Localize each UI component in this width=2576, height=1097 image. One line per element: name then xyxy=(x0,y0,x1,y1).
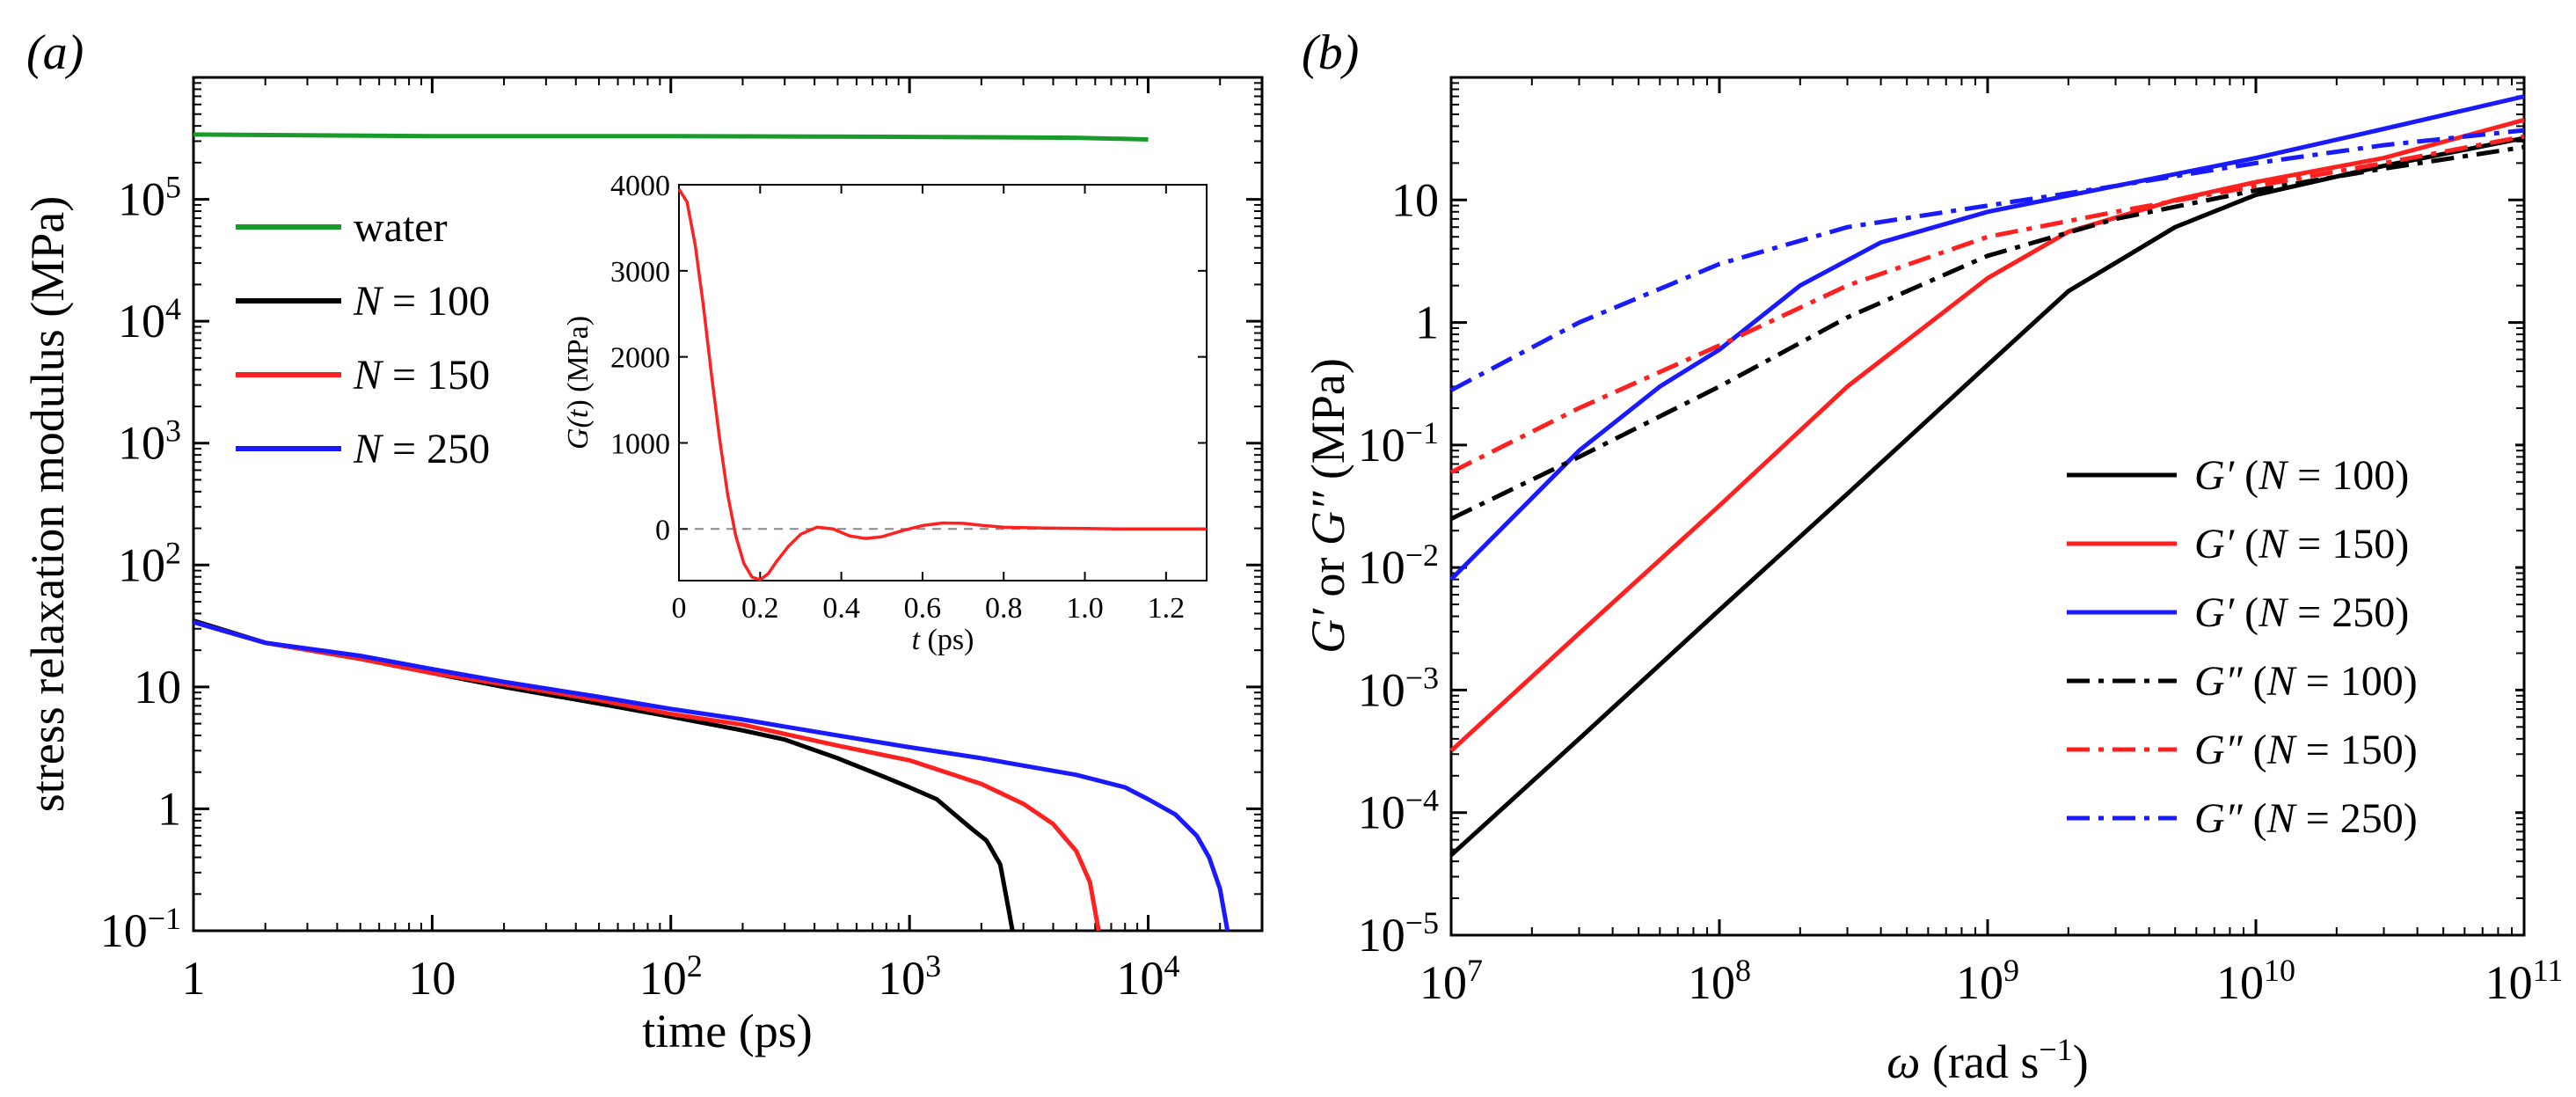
legend-label: N = 250 xyxy=(353,426,490,472)
series-line-g-n-100- xyxy=(1449,144,2525,521)
panel-a-x-tick-label: 104 xyxy=(1117,948,1180,1005)
panel-a-y-tick-label: 10−1 xyxy=(100,901,181,957)
inset-x-tick-label: 0.4 xyxy=(822,592,860,625)
panel-b-x-tick-label: 107 xyxy=(1419,953,1483,1009)
panel-a-x-tick-label: 10 xyxy=(408,952,456,1005)
legend-label: G′ (N = 150) xyxy=(2194,521,2409,567)
panel-a-y-tick-label: 102 xyxy=(118,535,181,591)
panel-a-inset: 0 0.2 0.4 0.6 0.8 1.0 1.2 0 1000 2000 3000 4000 t … xyxy=(562,170,1208,656)
panel-b-y-tick-label: 1 xyxy=(1415,296,1439,349)
inset-x-tick-label: 0.6 xyxy=(904,592,942,625)
inset-y-tick-label: 4000 xyxy=(610,170,670,202)
series-line-water xyxy=(193,132,1149,142)
panel-b-y-axis-label: G′ or G″ (MPa) xyxy=(1302,358,1354,654)
series-line-g-n-100- xyxy=(1449,135,2525,857)
panel-b-y-tick-label: 10−3 xyxy=(1358,660,1439,716)
panel-b-y-tick-label: 10−5 xyxy=(1358,905,1439,962)
panel-b-x-ticks: 107 108 109 1010 1011 xyxy=(1419,77,2563,1009)
inset-y-tick-label: 3000 xyxy=(610,256,670,289)
series-line-n-250 xyxy=(193,619,1230,932)
panel-a-plot-frame xyxy=(192,76,1264,932)
panel-b-label: (b) xyxy=(1302,26,1359,80)
inset-series xyxy=(677,187,1207,581)
legend-label: G′ (N = 250) xyxy=(2194,589,2409,636)
inset-y-tick-label: 0 xyxy=(655,514,670,546)
panel-a-y-tick-label: 1 xyxy=(157,782,181,835)
panel-a-series xyxy=(193,132,1230,932)
inset-x-tick-label: 1.0 xyxy=(1066,592,1104,625)
panel-a-x-ticks: 1 10 102 103 104 xyxy=(182,77,1263,1005)
inset-x-ticks: 0 0.2 0.4 0.6 0.8 1.0 1.2 xyxy=(672,185,1186,625)
legend-label: N = 150 xyxy=(353,352,490,399)
legend-label: water xyxy=(354,204,448,251)
panel-a-y-tick-label: 10 xyxy=(134,661,181,713)
panel-b-x-tick-label: 1010 xyxy=(2216,953,2295,1009)
inset-y-tick-label: 2000 xyxy=(610,342,670,375)
legend-label: G″ (N = 100) xyxy=(2194,658,2418,705)
series-line-g-n-150- xyxy=(1449,134,2525,475)
panel-a-y-tick-label: 103 xyxy=(118,413,181,470)
inset-y-ticks: 0 1000 2000 3000 4000 xyxy=(610,170,1207,546)
panel-a-legend: water N = 100 N = 150 N = 250 xyxy=(236,204,490,472)
inset-x-tick-label: 0.2 xyxy=(741,592,779,625)
inset-series-line xyxy=(677,187,1207,581)
panel-b-x-tick-label: 108 xyxy=(1688,953,1751,1009)
panel-b-x-axis-label: ω (rad s−1) xyxy=(1886,1032,2088,1088)
panel-a-y-axis-label: stress relaxation modulus (MPa) xyxy=(21,196,74,812)
legend-label: G″ (N = 250) xyxy=(2194,795,2418,842)
panel-a-x-axis-label: time (ps) xyxy=(642,1005,812,1057)
series-line-g-n-150- xyxy=(1449,117,2525,753)
series-line-n-100 xyxy=(193,618,1015,932)
panel-b-y-tick-label: 10−2 xyxy=(1358,538,1439,594)
panel-a-y-ticks: 10−1 1 10 102 103 104 105 xyxy=(100,82,1262,957)
inset-x-tick-label: 0.8 xyxy=(985,592,1023,625)
panel-a-x-tick-label: 102 xyxy=(639,948,703,1005)
panel-a-label: (a) xyxy=(26,26,84,80)
series-line-g-n-250- xyxy=(1449,94,2525,581)
legend-label: N = 100 xyxy=(353,278,490,325)
inset-x-tick-label: 1.2 xyxy=(1148,592,1186,625)
series-line-g-n-250- xyxy=(1449,128,2525,392)
panel-b: (b) 107 108 109 1010 1011 10−510−410−310−210… xyxy=(1302,26,2563,1088)
panel-b-y-ticks: 10−5 10−4 10−3 10−2 10−1 1 10 xyxy=(1358,82,2524,962)
inset-x-axis-label: t (ps) xyxy=(912,624,974,656)
panel-b-x-tick-label: 1011 xyxy=(2485,953,2564,1009)
panel-b-series xyxy=(1449,94,2525,857)
panel-b-legend: G′ (N = 100) G′ (N = 150) G′ (N = 250) G″ (… xyxy=(2049,440,2515,853)
inset-y-axis-label: G(t) (MPa) xyxy=(562,316,595,450)
inset-y-tick-label: 1000 xyxy=(610,428,670,460)
legend-background xyxy=(2049,440,2515,853)
panel-b-y-tick-label: 10 xyxy=(1391,173,1439,226)
panel-b-y-tick-label: 10−4 xyxy=(1358,783,1439,839)
inset-plot-frame xyxy=(678,184,1208,581)
legend-label: G′ (N = 100) xyxy=(2194,452,2409,499)
series-line-n-150 xyxy=(193,619,1101,932)
panel-b-y-tick-label: 10−1 xyxy=(1358,415,1439,472)
inset-x-tick-label: 0 xyxy=(672,592,687,625)
panel-a-y-tick-label: 105 xyxy=(118,170,181,226)
legend-label: G″ (N = 150) xyxy=(2194,727,2418,773)
panel-b-x-tick-label: 109 xyxy=(1956,953,2019,1009)
panel-a-y-tick-label: 104 xyxy=(118,291,181,347)
panel-a-x-tick-label: 103 xyxy=(878,948,941,1005)
inset-background xyxy=(679,185,1207,581)
panel-a-x-tick-label: 1 xyxy=(182,952,206,1005)
